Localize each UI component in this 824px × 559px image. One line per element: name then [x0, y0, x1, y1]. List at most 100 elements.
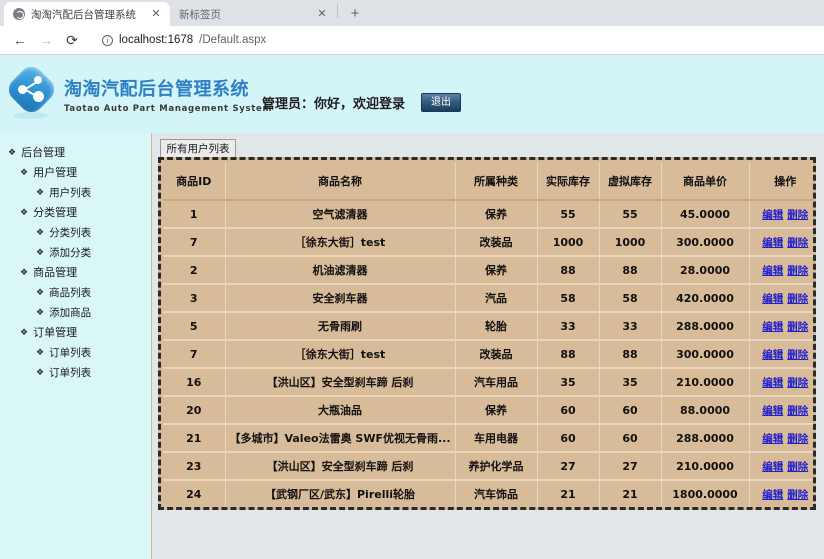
browser-tabstrip: 淘淘汽配后台管理系统 ✕ 新标签页 ✕ +	[0, 0, 824, 26]
sidebar-item-category-list[interactable]: ❖ 分类列表	[0, 223, 151, 243]
logout-button[interactable]: 退出	[421, 93, 462, 112]
table-row: 21 【多城市】Valeo法雷奥 SWF优视无骨雨... 车用电器 60 60 288.0…	[163, 424, 813, 453]
sidebar-item-user-list[interactable]: ❖ 用户列表	[0, 183, 151, 203]
forward-icon[interactable]: →	[39, 32, 53, 48]
table-cell-category: 轮胎	[455, 312, 538, 341]
table-cell-id: 5	[163, 312, 226, 341]
table-header-cell: 商品名称	[225, 162, 456, 201]
back-icon[interactable]: ←	[13, 32, 27, 48]
sidebar-item-order-list-2[interactable]: ❖ 订单列表	[0, 363, 151, 383]
table-cell-name: 【多城市】Valeo法雷奥 SWF优视无骨雨...	[225, 424, 456, 453]
sidebar-item-backend[interactable]: ❖ 后台管理	[0, 143, 151, 163]
table-row: 23 【洪山区】安全型刹车蹄 后刹 养护化学品 27 27 210.0000 编辑 删除	[163, 452, 813, 481]
table-cell-stock: 88	[537, 256, 600, 285]
table-cell-category: 改装品	[455, 228, 538, 257]
address-bar[interactable]: i localhost:1678/Default.aspx	[92, 29, 816, 51]
brand-subtitle-en: Taotao Auto Part Management System	[64, 103, 273, 114]
delete-link[interactable]: 删除	[787, 320, 809, 333]
site-logo	[3, 61, 60, 122]
table-row: 2 机油滤清器 保养 88 88 28.0000 编辑 删除	[163, 256, 813, 285]
edit-link[interactable]: 编辑	[762, 320, 784, 333]
browser-toolbar: ← → ⟳ i localhost:1678/Default.aspx	[0, 26, 824, 55]
table-row: 5 无骨雨刷 轮胎 33 33 288.0000 编辑 删除	[163, 312, 813, 341]
table-cell-category: 养护化学品	[455, 452, 538, 481]
close-icon-2[interactable]: ✕	[317, 8, 327, 20]
brand-block: 淘淘汽配后台管理系统 Taotao Auto Part Management S…	[64, 75, 272, 114]
table-cell-virtual: 21	[599, 480, 662, 507]
edit-link[interactable]: 编辑	[762, 460, 784, 473]
table-cell-name: 【武钢厂区/武东】Pirelli轮胎	[225, 480, 456, 507]
table-cell-actions: 编辑 删除	[749, 228, 813, 257]
page-body: ❖ 后台管理 ❖ 用户管理 ❖ 用户列表 ❖ 分类管理 ❖ 分类列表	[0, 133, 824, 559]
delete-link[interactable]: 删除	[787, 376, 809, 389]
sidebar-item-product-manage[interactable]: ❖ 商品管理	[0, 263, 151, 283]
diamond-bullet-icon: ❖	[36, 368, 45, 378]
table-header-cell: 实际库存	[537, 162, 600, 201]
delete-link[interactable]: 删除	[787, 264, 809, 277]
sidebar-item-user-manage[interactable]: ❖ 用户管理	[0, 163, 151, 183]
table-cell-actions: 编辑 删除	[749, 200, 813, 229]
table-cell-id: 3	[163, 284, 226, 313]
site-info-icon[interactable]: i	[102, 34, 113, 46]
table-cell-category: 汽品	[455, 284, 538, 313]
edit-link[interactable]: 编辑	[762, 348, 784, 361]
edit-link[interactable]: 编辑	[762, 264, 784, 277]
table-header-cell: 商品ID	[163, 162, 226, 201]
table-cell-stock: 88	[537, 340, 600, 369]
edit-link[interactable]: 编辑	[762, 236, 784, 249]
delete-link[interactable]: 删除	[787, 432, 809, 445]
close-icon[interactable]: ✕	[151, 8, 161, 20]
table-cell-category: 汽车用品	[455, 368, 538, 397]
diamond-bullet-icon: ❖	[20, 268, 29, 278]
delete-link[interactable]: 删除	[787, 404, 809, 417]
edit-link[interactable]: 编辑	[762, 432, 784, 445]
diamond-bullet-icon: ❖	[36, 188, 45, 198]
edit-link[interactable]: 编辑	[762, 208, 784, 221]
delete-link[interactable]: 删除	[787, 460, 809, 473]
edit-link[interactable]: 编辑	[762, 376, 784, 389]
sidebar-item-product-add[interactable]: ❖ 添加商品	[0, 303, 151, 323]
browser-tab-newtabpage[interactable]: 新标签页 ✕	[170, 2, 336, 26]
tab-divider	[337, 4, 338, 18]
sidebar-item-label: 用户管理	[33, 166, 78, 179]
table-cell-id: 20	[163, 396, 226, 425]
table-cell-actions: 编辑 删除	[749, 284, 813, 313]
sidebar-item-category-manage[interactable]: ❖ 分类管理	[0, 203, 151, 223]
table-cell-virtual: 60	[599, 424, 662, 453]
new-tab-button[interactable]: +	[350, 5, 360, 22]
browser-tab-active[interactable]: 淘淘汽配后台管理系统 ✕	[4, 2, 170, 26]
sidebar-item-label: 添加商品	[49, 307, 92, 319]
sidebar-item-order-manage[interactable]: ❖ 订单管理	[0, 323, 151, 343]
table-cell-stock: 55	[537, 200, 600, 229]
edit-link[interactable]: 编辑	[762, 488, 784, 501]
table-cell-price: 210.0000	[661, 452, 750, 481]
table-header-cell: 所属种类	[455, 162, 538, 201]
delete-link[interactable]: 删除	[787, 208, 809, 221]
sidebar-item-label: 用户列表	[49, 187, 92, 199]
sidebar-item-category-add[interactable]: ❖ 添加分类	[0, 243, 151, 263]
reload-icon[interactable]: ⟳	[66, 31, 78, 48]
sidebar-item-order-list-1[interactable]: ❖ 订单列表	[0, 343, 151, 363]
edit-link[interactable]: 编辑	[762, 292, 784, 305]
table-cell-stock: 60	[537, 396, 600, 425]
table-cell-price: 210.0000	[661, 368, 750, 397]
table-cell-price: 300.0000	[661, 228, 750, 257]
delete-link[interactable]: 删除	[787, 488, 809, 501]
tab-all-user-list[interactable]: 所有用户列表	[160, 139, 236, 157]
sidebar-item-label: 后台管理	[21, 146, 66, 159]
browser-tab-title-2: 新标签页	[179, 8, 221, 21]
delete-link[interactable]: 删除	[787, 292, 809, 305]
table-cell-price: 1800.0000	[661, 480, 750, 507]
table-row: 16 【洪山区】安全型刹车蹄 后刹 汽车用品 35 35 210.0000 编辑 删除	[163, 368, 813, 397]
table-cell-stock: 1000	[537, 228, 600, 257]
diamond-bullet-icon: ❖	[20, 208, 29, 218]
delete-link[interactable]: 删除	[787, 236, 809, 249]
table-cell-stock: 58	[537, 284, 600, 313]
delete-link[interactable]: 删除	[787, 348, 809, 361]
sidebar-item-product-list[interactable]: ❖ 商品列表	[0, 283, 151, 303]
table-cell-actions: 编辑 删除	[749, 312, 813, 341]
brand-title-cn: 淘淘汽配后台管理系统	[64, 78, 249, 100]
table-header-cell: 虚拟库存	[599, 162, 662, 201]
edit-link[interactable]: 编辑	[762, 404, 784, 417]
table-cell-price: 300.0000	[661, 340, 750, 369]
